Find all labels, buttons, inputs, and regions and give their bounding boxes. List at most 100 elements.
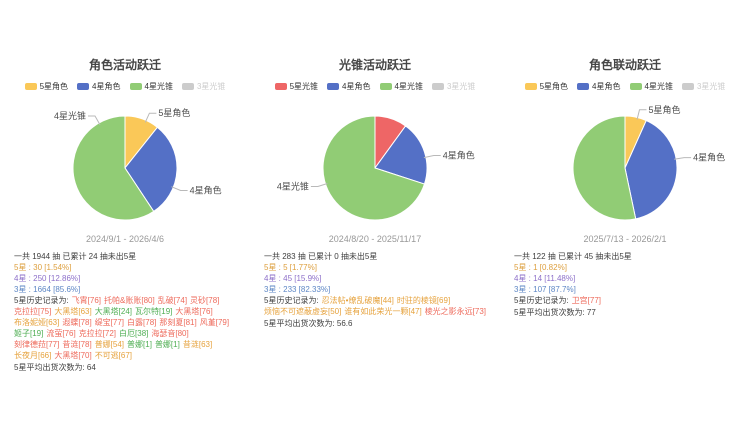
legend-label: 4星光锥 xyxy=(144,81,173,91)
pie-chart[interactable]: 4星角色 4星光锥 xyxy=(250,94,500,242)
pie-label-line xyxy=(144,112,157,123)
chart-title: 角色联动跃迁 xyxy=(588,58,661,72)
history-token: 长夜月[66] xyxy=(14,351,52,360)
legend-item-4星角色[interactable]: 4星角色 xyxy=(327,81,371,92)
history-token: 忍法帖•缭乱破魔[44] xyxy=(321,296,394,305)
pie-slice-label: 4星角色 xyxy=(693,152,725,163)
history-token: 风堇[79] xyxy=(199,318,230,327)
history-token: 姬子[19] xyxy=(14,329,44,338)
history-token: 大黑塔[76] xyxy=(175,307,213,316)
legend-item-4星光锥[interactable]: 4星光锥 xyxy=(629,81,673,92)
legend-item-4星角色[interactable]: 4星角色 xyxy=(77,81,121,92)
history-token: 普娜[1] xyxy=(154,340,180,349)
pie-slice-label: 5星角色 xyxy=(158,107,190,118)
pie-label-line xyxy=(310,183,328,187)
stats-block: 一共 283 抽 已累计 0 抽未出5星 5星 : 5 [1.77%] 4星 : 4… xyxy=(250,244,500,329)
legend-marker-icon xyxy=(431,82,444,90)
history-token: 谁有如此荣光一颗[47] xyxy=(344,307,422,316)
legend-item-5星角色[interactable]: 5星角色 xyxy=(524,81,568,92)
chart-column-3: 角色联动跃迁 5星角色 4星角色 4星光锥 3星光锥 5星角色 4星角色 2025/7/13 … xyxy=(500,56,750,373)
history-token: 克拉拉[75] xyxy=(14,307,52,316)
pie-chart[interactable]: 5星角色 4星角色 xyxy=(500,94,750,242)
pie-label-line xyxy=(88,115,101,125)
history-token: 普娜[54] xyxy=(94,340,125,349)
average-pity-line: 5星平均出货次数为: 64 xyxy=(14,363,96,372)
legend-marker-icon xyxy=(274,82,287,90)
history-token: 普娜[1] xyxy=(127,340,152,349)
legend-item-3星光锥[interactable]: 3星光锥 xyxy=(181,81,226,92)
total-pulls-line: 一共 1944 抽 已累计 24 抽未出5星 xyxy=(14,252,137,261)
pie-slice-4星角色[interactable] xyxy=(124,126,178,213)
rarity-5-line: 5星 : 30 [1.54%] xyxy=(14,263,72,272)
history-token: 乱破[74] xyxy=(157,296,188,305)
pie-slice-label: 4星光锥 xyxy=(54,110,86,121)
legend-item-3星光锥[interactable]: 3星光锥 xyxy=(431,81,476,92)
legend-item-5星光锥[interactable]: 5星光锥 xyxy=(274,81,319,92)
legend-label: 3星光锥 xyxy=(196,81,226,91)
history-token: 大黑塔[63] xyxy=(54,307,92,316)
chart-column-2: 光锥活动跃迁 5星光锥 4星角色 4星光锥 3星光锥 4星角色 4星光锥 2024/8/20 … xyxy=(250,56,500,373)
pie-slice-4星光锥[interactable] xyxy=(72,115,155,221)
stats-block: 一共 1944 抽 已累计 24 抽未出5星 5星 : 30 [1.54%] 4星 … xyxy=(0,244,250,373)
chart-legend: 5星角色 4星角色 4星光锥 3星光锥 xyxy=(0,80,250,92)
history-token: 克拉拉[72] xyxy=(78,329,117,338)
history-line: 5星历史记录为: 飞霄[76] 托帕&账账[80] 乱破[74] 灵砂[78] 克拉拉[7… xyxy=(14,295,240,361)
pie-slice-4星角色[interactable] xyxy=(624,119,678,220)
chart-title: 光锥活动跃迁 xyxy=(338,58,411,72)
legend-label: 5星光锥 xyxy=(289,81,319,91)
history-label: 5星历史记录为: xyxy=(14,296,69,305)
history-label: 5星历史记录为: xyxy=(264,296,319,305)
date-range: 2024/8/20 - 2025/11/17 xyxy=(328,234,422,244)
legend-item-4星角色[interactable]: 4星角色 xyxy=(577,81,621,92)
legend-label: 4星角色 xyxy=(92,81,121,91)
chart-title: 角色活动跃迁 xyxy=(88,58,161,72)
legend-item-4星光锥[interactable]: 4星光锥 xyxy=(379,81,423,92)
total-pulls-line: 一共 283 抽 已累计 0 抽未出5星 xyxy=(264,252,378,261)
legend-item-5星角色[interactable]: 5星角色 xyxy=(24,81,68,92)
pie-chart[interactable]: 5星角色 4星角色 4星光锥 xyxy=(0,94,250,242)
history-token: 大黑塔[24] xyxy=(94,307,133,316)
average-pity-line: 5星平均出货次数为: 77 xyxy=(514,308,596,317)
rarity-5-line: 5星 : 5 [1.77%] xyxy=(264,263,317,272)
legend-marker-icon xyxy=(681,82,694,90)
pie-label-line xyxy=(171,186,188,191)
history-token: 遐蝶[78] xyxy=(62,318,92,327)
pie-slice-label: 4星角色 xyxy=(443,150,475,161)
rarity-4-line: 4星 : 14 [11.48%] xyxy=(514,274,576,283)
stats-block: 一共 122 抽 已累计 45 抽未出5星 5星 : 1 [0.82%] 4星 : … xyxy=(500,244,750,318)
pie-slice-4星光锥[interactable] xyxy=(572,115,637,221)
history-token: 昔涟[63] xyxy=(182,340,213,349)
pie-slice-4星角色[interactable] xyxy=(374,125,428,185)
pie-slice-label: 4星光锥 xyxy=(277,181,309,192)
pie-slice-label: 5星角色 xyxy=(649,104,681,115)
date-range: 2025/7/13 - 2026/2/1 xyxy=(583,234,667,244)
total-pulls-line: 一共 122 抽 已累计 45 抽未出5星 xyxy=(514,252,632,261)
legend-label: 3星光锥 xyxy=(446,81,476,91)
history-token: 海瑟音[80] xyxy=(151,329,189,338)
history-token: 卫宫[77] xyxy=(571,296,602,305)
rarity-5-line: 5星 : 1 [0.82%] xyxy=(514,263,567,272)
chart-legend: 5星角色 4星角色 4星光锥 3星光锥 xyxy=(500,80,750,92)
history-token: 烦恼不可遮蔽虚妄[50] xyxy=(264,307,342,316)
history-token: 大黑塔[70] xyxy=(54,351,92,360)
legend-item-4星光锥[interactable]: 4星光锥 xyxy=(129,81,173,92)
legend-marker-icon xyxy=(77,82,90,90)
rarity-4-line: 4星 : 250 [12.86%] xyxy=(14,274,81,283)
pie-slice-4星光锥[interactable] xyxy=(322,115,426,221)
pie-label-line xyxy=(423,155,441,159)
rarity-4-line: 4星 : 45 [15.9%] xyxy=(264,274,322,283)
history-label: 5星历史记录为: xyxy=(514,296,569,305)
history-token: 白露[78] xyxy=(127,318,157,327)
history-token: 白厄[38] xyxy=(119,329,149,338)
legend-label: 4星角色 xyxy=(592,81,621,91)
history-token: 昔涟[78] xyxy=(62,340,92,349)
legend-item-3星光锥[interactable]: 3星光锥 xyxy=(681,81,725,92)
history-token: 缇宝[77] xyxy=(94,318,125,327)
legend-label: 4星光锥 xyxy=(394,81,423,91)
rarity-3-line: 3星 : 107 [87.7%] xyxy=(514,285,576,294)
legend-marker-icon xyxy=(327,82,340,90)
history-token: 刻律德菈[77] xyxy=(14,340,60,349)
history-token: 托帕&账账[80] xyxy=(104,296,155,305)
history-token: 灵砂[78] xyxy=(190,296,220,305)
